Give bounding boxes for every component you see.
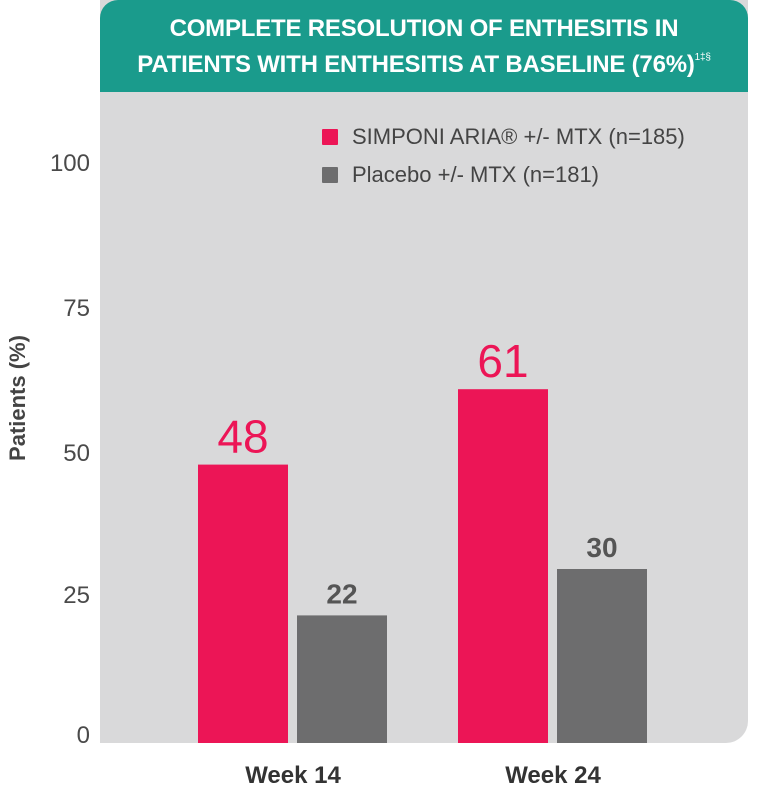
legend-swatch-simponi — [322, 129, 338, 145]
legend-label-simponi: SIMPONI ARIA® +/- MTX (n=185) — [352, 124, 685, 149]
chart-title-footnote: 1‡§ — [694, 51, 711, 63]
chart-title-line-2-text: PATIENTS WITH ENTHESITIS AT BASELINE (76… — [137, 50, 695, 78]
bar-placebo-week-24 — [557, 569, 647, 743]
y-tick-100: 100 — [49, 150, 90, 177]
chart-title-line-2: PATIENTS WITH ENTHESITIS AT BASELINE (76… — [100, 43, 748, 79]
data-label-placebo-week-14: 22 — [326, 578, 357, 609]
data-label-simponi-week-24: 61 — [477, 335, 528, 387]
legend-item-placebo: Placebo +/- MTX (n=181) — [322, 156, 685, 194]
legend-label-placebo: Placebo +/- MTX (n=181) — [352, 162, 600, 187]
y-tick-0: 0 — [76, 722, 90, 749]
y-tick-25: 25 — [63, 582, 90, 609]
chart-title-line-1: COMPLETE RESOLUTION OF ENTHESITIS IN — [169, 14, 679, 42]
data-label-placebo-week-24: 30 — [586, 532, 617, 563]
y-tick-75: 75 — [63, 295, 90, 322]
bar-placebo-week-14 — [297, 615, 387, 743]
data-label-simponi-week-14: 48 — [217, 411, 268, 463]
y-tick-50: 50 — [63, 440, 90, 467]
bar-simponi-week-14 — [198, 464, 288, 743]
legend-item-simponi: SIMPONI ARIA® +/- MTX (n=185) — [322, 118, 685, 156]
chart-title-banner: COMPLETE RESOLUTION OF ENTHESITIS IN PAT… — [100, 0, 748, 92]
legend-swatch-placebo — [322, 167, 338, 183]
x-tick-week-14: Week 14 — [245, 762, 341, 789]
bar-simponi-week-24 — [458, 389, 548, 743]
x-tick-week-24: Week 24 — [505, 762, 601, 789]
legend: SIMPONI ARIA® +/- MTX (n=185) Placebo +/… — [322, 118, 685, 194]
